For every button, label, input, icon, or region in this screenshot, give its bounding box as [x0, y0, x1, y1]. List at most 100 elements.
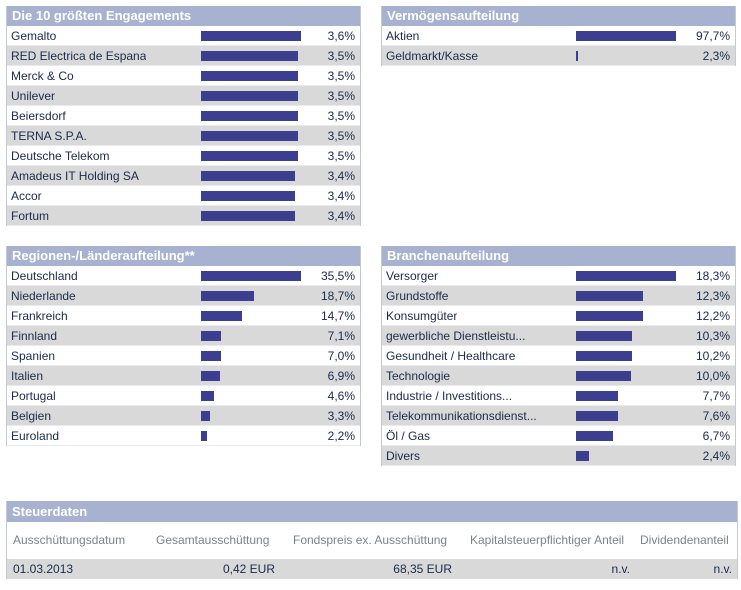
- allocation-row: Beiersdorf 3,5%: [7, 106, 360, 126]
- allocation-value: 2,3%: [702, 49, 730, 63]
- allocation-bar: [201, 71, 298, 81]
- allocation-bar: [201, 351, 221, 361]
- allocation-row: Grundstoffe 12,3%: [382, 286, 735, 306]
- allocation-row: Accor 3,4%: [7, 186, 360, 206]
- col-fund-price-ex: Fondspreis ex. Ausschüttung: [293, 533, 448, 547]
- allocation-label: Unilever: [11, 89, 56, 103]
- allocation-value: 6,9%: [327, 369, 355, 383]
- allocation-label: Frankreich: [11, 309, 68, 323]
- allocation-label: Merck & Co: [11, 69, 74, 83]
- allocation-value: 3,5%: [327, 89, 355, 103]
- allocation-label: Accor: [11, 189, 42, 203]
- allocation-value: 18,7%: [320, 289, 355, 303]
- allocation-value: 35,5%: [320, 269, 355, 283]
- allocation-bar: [576, 351, 632, 361]
- allocation-bar: [201, 331, 221, 341]
- cell-dividend-share: n.v.: [713, 562, 732, 576]
- allocation-row: Frankreich 14,7%: [7, 306, 360, 326]
- allocation-row: Gemalto 3,6%: [7, 26, 360, 46]
- top-holdings-list: Gemalto 3,6% RED Electrica de Espana 3,5% Me…: [7, 26, 360, 226]
- cell-total-distribution: 0,42 EUR: [222, 562, 275, 576]
- allocation-label: Versorger: [386, 269, 439, 283]
- allocation-row: Amadeus IT Holding SA 3,4%: [7, 166, 360, 186]
- allocation-value: 7,6%: [702, 409, 730, 423]
- allocation-bar: [201, 171, 295, 181]
- allocation-row: Merck & Co 3,5%: [7, 66, 360, 86]
- col-capital-tax-share: Kapitalsteuerpflichtiger Anteil: [470, 533, 625, 547]
- allocation-bar: [576, 31, 676, 41]
- asset-allocation-title: Vermögensaufteilung: [382, 6, 735, 26]
- allocation-label: Amadeus IT Holding SA: [11, 169, 139, 183]
- allocation-row: Finnland 7,1%: [7, 326, 360, 346]
- allocation-bar: [576, 391, 618, 401]
- allocation-value: 3,3%: [327, 409, 355, 423]
- allocation-bar: [201, 311, 242, 321]
- region-allocation-title: Regionen-/Länderaufteilung**: [7, 246, 360, 266]
- allocation-label: Deutschland: [11, 269, 78, 283]
- col-dividend-share: Dividendenanteil: [640, 533, 729, 547]
- allocation-bar: [201, 131, 298, 141]
- allocation-label: Spanien: [11, 349, 56, 363]
- allocation-row: Unilever 3,5%: [7, 86, 360, 106]
- allocation-value: 3,5%: [327, 129, 355, 143]
- allocation-label: Italien: [11, 369, 44, 383]
- asset-allocation-list: Aktien 97,7% Geldmarkt/Kasse 2,3%: [382, 26, 735, 66]
- cell-fund-price-ex: 68,35 EUR: [393, 562, 452, 576]
- allocation-label: Konsumgüter: [386, 309, 458, 323]
- allocation-value: 12,3%: [695, 289, 730, 303]
- allocation-row: Spanien 7,0%: [7, 346, 360, 366]
- allocation-row: Versorger 18,3%: [382, 266, 735, 286]
- allocation-bar: [201, 211, 295, 221]
- allocation-row: Telekommunikationsdienst... 7,6%: [382, 406, 735, 426]
- allocation-label: Telekommunikationsdienst...: [386, 409, 537, 423]
- allocation-bar: [201, 51, 298, 61]
- allocation-row: Gesundheit / Healthcare 10,2%: [382, 346, 735, 366]
- top-holdings-panel: Die 10 größten Engagements Gemalto 3,6% RE…: [6, 6, 361, 226]
- allocation-bar: [201, 391, 214, 401]
- allocation-bar: [576, 411, 618, 421]
- allocation-label: Grundstoffe: [386, 289, 449, 303]
- allocation-bar: [576, 51, 578, 61]
- allocation-row: Geldmarkt/Kasse 2,3%: [382, 46, 735, 66]
- allocation-bar: [201, 31, 301, 41]
- allocation-row: Belgien 3,3%: [7, 406, 360, 426]
- allocation-bar: [201, 431, 207, 441]
- allocation-label: Aktien: [386, 29, 420, 43]
- allocation-label: gewerbliche Dienstleistu...: [386, 329, 526, 343]
- allocation-row: Konsumgüter 12,2%: [382, 306, 735, 326]
- sector-allocation-list: Versorger 18,3% Grundstoffe 12,3% Konsumgüte…: [382, 266, 735, 466]
- allocation-bar: [576, 291, 643, 301]
- allocation-row: Aktien 97,7%: [382, 26, 735, 46]
- allocation-value: 3,5%: [327, 49, 355, 63]
- allocation-label: Fortum: [11, 209, 50, 223]
- allocation-row: Deutschland 35,5%: [7, 266, 360, 286]
- tax-header-row: Ausschüttungsdatum Gesamtausschüttung Fo…: [7, 522, 737, 558]
- allocation-row: Divers 2,4%: [382, 446, 735, 466]
- allocation-bar: [576, 371, 631, 381]
- allocation-bar: [576, 311, 643, 321]
- allocation-label: Öl / Gas: [386, 429, 431, 443]
- allocation-bar: [201, 111, 298, 121]
- allocation-label: Geldmarkt/Kasse: [386, 49, 479, 63]
- cell-distribution-date: 01.03.2013: [13, 562, 74, 576]
- allocation-bar: [576, 271, 676, 281]
- allocation-value: 12,2%: [695, 309, 730, 323]
- allocation-row: Technologie 10,0%: [382, 366, 735, 386]
- allocation-value: 3,4%: [327, 169, 355, 183]
- allocation-label: Euroland: [11, 429, 60, 443]
- allocation-label: TERNA S.P.A.: [11, 129, 87, 143]
- allocation-value: 4,6%: [327, 389, 355, 403]
- allocation-bar: [201, 151, 298, 161]
- top-holdings-title: Die 10 größten Engagements: [7, 6, 360, 26]
- allocation-label: Portugal: [11, 389, 56, 403]
- cell-capital-tax-share: n.v.: [611, 562, 630, 576]
- allocation-label: Niederlande: [11, 289, 76, 303]
- allocation-value: 10,0%: [695, 369, 730, 383]
- allocation-bar: [576, 451, 589, 461]
- allocation-value: 3,5%: [327, 149, 355, 163]
- allocation-value: 7,0%: [327, 349, 355, 363]
- allocation-value: 3,6%: [327, 29, 355, 43]
- allocation-value: 2,2%: [327, 429, 355, 443]
- allocation-bar: [201, 371, 220, 381]
- col-total-distribution: Gesamtausschüttung: [156, 533, 270, 547]
